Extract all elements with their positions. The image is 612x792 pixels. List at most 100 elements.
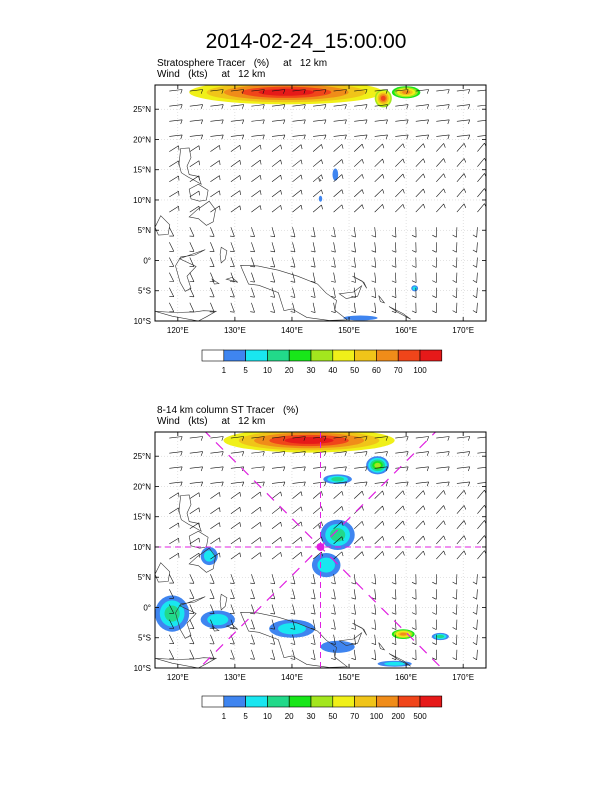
wind-barb xyxy=(189,134,203,140)
coastline xyxy=(188,547,216,573)
tracer-blob xyxy=(436,634,445,639)
wind-barb xyxy=(432,227,437,238)
legend-swatch xyxy=(310,349,334,362)
wind-barb xyxy=(310,287,316,298)
wind-barb xyxy=(310,227,316,238)
wind-barb xyxy=(436,104,450,109)
wind-barb xyxy=(210,492,221,499)
wind-barb xyxy=(169,175,180,183)
wind-barb xyxy=(290,649,296,660)
wind-barb xyxy=(189,227,195,237)
wind-barb xyxy=(331,604,336,615)
wind-barb xyxy=(333,134,347,140)
wind-barb xyxy=(210,451,224,456)
wind-barb xyxy=(436,520,446,530)
wind-barb xyxy=(250,574,255,584)
wind-barb xyxy=(331,619,336,630)
wind-barb xyxy=(452,227,458,238)
wind-barb xyxy=(391,287,397,298)
plot-frame xyxy=(154,84,487,322)
wind-barb xyxy=(210,134,224,140)
wind-barb xyxy=(251,491,262,499)
wind-barb xyxy=(374,204,385,213)
wind-barb xyxy=(415,451,429,456)
wind-barb xyxy=(290,574,296,585)
wind-barb xyxy=(189,190,200,198)
wind-barb xyxy=(251,134,265,140)
wind-barb xyxy=(415,436,429,441)
wind-barb xyxy=(395,505,405,514)
wind-barb xyxy=(333,521,344,530)
wind-barb xyxy=(271,174,282,183)
wind-barb xyxy=(271,521,282,530)
wind-barb xyxy=(210,190,221,198)
wind-barb xyxy=(189,302,195,313)
wind-barb xyxy=(452,257,458,268)
wind-barb xyxy=(374,189,385,198)
wind-barb xyxy=(456,451,471,456)
wind-barb xyxy=(189,604,195,614)
coastline xyxy=(219,246,228,264)
wind-barb xyxy=(456,203,467,213)
wind-barb xyxy=(391,574,397,585)
wind-barb xyxy=(456,490,467,499)
wind-barb xyxy=(395,520,405,530)
wind-barb xyxy=(271,189,282,198)
wind-barb xyxy=(351,574,356,585)
wind-barb xyxy=(436,158,446,167)
wind-barb xyxy=(189,466,203,472)
wind-barb xyxy=(331,242,336,253)
legend-swatch xyxy=(376,349,399,362)
wind-barb xyxy=(452,272,458,283)
wind-barb xyxy=(436,119,450,125)
wind-barb xyxy=(189,145,200,152)
wind-barb xyxy=(270,634,276,645)
wind-barb xyxy=(477,89,486,92)
y-tick-label: 20°N xyxy=(133,482,151,491)
wind-barb xyxy=(415,466,429,472)
wind-barb xyxy=(210,145,221,152)
wind-barb xyxy=(415,481,429,487)
wind-barb xyxy=(229,257,235,268)
x-tick-label: 120°E xyxy=(167,673,189,682)
wind-barb xyxy=(209,604,215,614)
wind-barb xyxy=(415,505,426,514)
wind-barb xyxy=(432,302,437,314)
tracer-blob xyxy=(317,557,335,573)
wind-barb xyxy=(251,552,262,560)
wind-barb xyxy=(250,257,255,268)
wind-barb xyxy=(333,506,344,514)
wind-barb xyxy=(292,134,306,140)
legend-swatch xyxy=(397,349,421,362)
wind-barb xyxy=(189,589,195,599)
wind-barb xyxy=(436,505,446,514)
legend-label: 50 xyxy=(350,366,359,375)
wind-barb xyxy=(271,134,286,140)
tracer-blob xyxy=(331,477,344,482)
coastline xyxy=(155,562,171,583)
wind-barb xyxy=(411,604,417,615)
wind-barb xyxy=(271,536,282,545)
wind-barb xyxy=(310,634,316,645)
y-tick-label: 10°N xyxy=(133,196,151,205)
wind-barb xyxy=(331,589,336,600)
wind-barb xyxy=(371,634,377,645)
wind-barb xyxy=(189,634,195,645)
wind-barb xyxy=(371,227,377,238)
wind-barb xyxy=(331,227,336,238)
wind-barb xyxy=(395,535,405,545)
wind-barb xyxy=(229,574,235,584)
wind-barb xyxy=(472,257,478,268)
wind-barb xyxy=(270,272,276,283)
coastline xyxy=(338,632,363,646)
wind-barb xyxy=(456,158,467,167)
wind-barb xyxy=(477,142,486,152)
wind-barb xyxy=(209,257,215,267)
wind-barb xyxy=(313,104,327,109)
panel2-subtitle: Wind (kts) at 12 km xyxy=(157,416,266,427)
wind-barb xyxy=(310,619,316,630)
tracer-blob xyxy=(258,88,314,96)
legend-label: 30 xyxy=(307,366,316,375)
wind-barb xyxy=(411,619,417,630)
wind-barb xyxy=(251,466,265,472)
